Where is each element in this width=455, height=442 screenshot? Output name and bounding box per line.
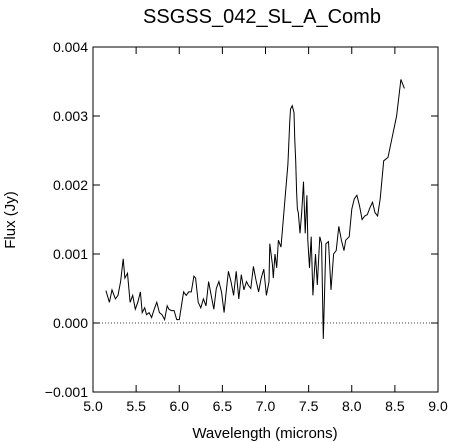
y-tick-label: 0.000: [53, 315, 88, 331]
x-tick-label: 5.0: [83, 398, 103, 414]
x-tick-label: 5.5: [126, 398, 146, 414]
x-axis: 5.0 5.5 6.0 6.5 7.0 7.5 8.0 8.5 9.0: [83, 47, 448, 414]
y-axis-label: Flux (Jy): [2, 191, 19, 249]
y-tick-label: −0.001: [45, 384, 88, 400]
y-tick-label: 0.001: [53, 246, 88, 262]
y-tick-label: 0.004: [53, 39, 88, 55]
x-tick-label: 6.5: [213, 398, 233, 414]
x-tick-label: 6.0: [170, 398, 190, 414]
y-tick-label: 0.002: [53, 177, 88, 193]
y-tick-label: 0.003: [53, 108, 88, 124]
x-tick-label: 8.5: [385, 398, 405, 414]
x-axis-label: Wavelength (microns): [192, 425, 337, 442]
x-tick-label: 8.0: [342, 398, 362, 414]
x-tick-label: 7.0: [256, 398, 276, 414]
y-axis: −0.001 0.000 0.001 0.002 0.003 0.004: [45, 39, 438, 400]
plot-frame: [92, 46, 439, 393]
flux-spectrum-line: [105, 79, 405, 339]
chart-title: SSGSS_042_SL_A_Comb: [143, 6, 381, 28]
x-tick-label: 9.0: [428, 398, 448, 414]
x-tick-label: 7.5: [299, 398, 319, 414]
